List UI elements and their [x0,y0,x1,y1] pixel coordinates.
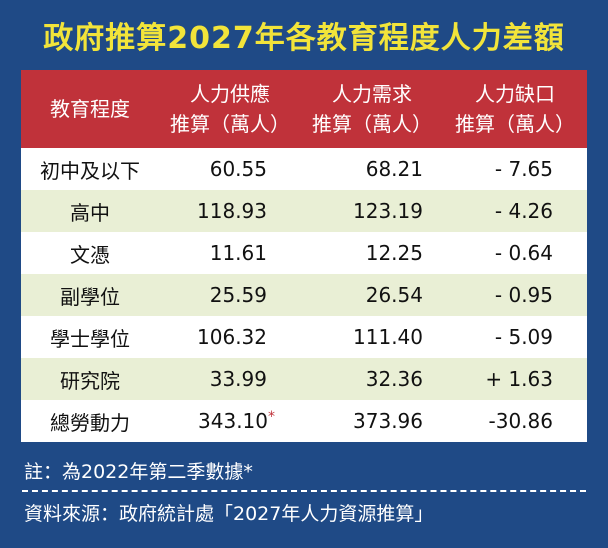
demand-cell: 373.96 [301,400,443,442]
table-row: 初中及以下 60.55 68.21 - 7.65 [21,148,587,190]
gap-cell: - 4.26 [443,190,587,232]
header-unit: 推算（萬人） [312,112,432,136]
demand-cell: 12.25 [301,232,443,274]
gap-cell: - 0.64 [443,232,587,274]
header-education-level: 教育程度 [21,70,159,148]
education-level-cell: 副學位 [21,274,159,316]
gap-cell: - 7.65 [443,148,587,190]
supply-cell: 60.55 [159,148,301,190]
chart-title: 政府推算2027年各教育程度人力差額 [43,21,565,56]
table-row: 文憑 11.61 12.25 - 0.64 [21,232,587,274]
table-row: 副學位 25.59 26.54 - 0.95 [21,274,587,316]
supply-cell: 118.93 [159,190,301,232]
gap-cell: - 5.09 [443,316,587,358]
education-level-cell: 高中 [21,190,159,232]
education-level-cell: 學士學位 [21,316,159,358]
header-label: 人力供應 [190,82,270,106]
table-row: 學士學位 106.32 111.40 - 5.09 [21,316,587,358]
header-label: 人力缺口 [475,82,555,106]
education-level-cell: 初中及以下 [21,148,159,190]
dashed-divider [22,490,586,492]
supply-cell: 11.61 [159,232,301,274]
footnote: 註：為2022年第二季數據* [24,460,253,483]
table-row: 研究院 33.99 32.36 + 1.63 [21,358,587,400]
demand-cell: 123.19 [301,190,443,232]
header-supply: 人力供應 推算（萬人） [159,70,301,148]
supply-cell: 106.32 [159,316,301,358]
demand-cell: 111.40 [301,316,443,358]
supply-cell: 25.59 [159,274,301,316]
gap-cell: -30.86 [443,400,587,442]
supply-cell: 343.10* [159,400,301,442]
demand-cell: 26.54 [301,274,443,316]
education-level-cell: 總勞動力 [21,400,159,442]
source-line: 資料來源：政府統計處「2027年人力資源推算」 [24,502,434,525]
header-demand: 人力需求 推算（萬人） [301,70,443,148]
supply-cell: 33.99 [159,358,301,400]
gap-cell: - 0.95 [443,274,587,316]
education-level-cell: 研究院 [21,358,159,400]
supply-value: 343.10 [198,409,268,433]
header-gap: 人力缺口 推算（萬人） [443,70,587,148]
gap-cell: + 1.63 [443,358,587,400]
header-label: 人力需求 [332,82,412,106]
footnote-marker: * [268,409,275,425]
table-header-row: 教育程度 人力供應 推算（萬人） 人力需求 推算（萬人） 人力缺口 推算（萬人） [21,70,587,148]
demand-cell: 32.36 [301,358,443,400]
education-level-cell: 文憑 [21,232,159,274]
manpower-table: 教育程度 人力供應 推算（萬人） 人力需求 推算（萬人） 人力缺口 推算（萬人）… [21,70,587,442]
header-unit: 推算（萬人） [455,112,575,136]
table-row: 高中 118.93 123.19 - 4.26 [21,190,587,232]
table-row-total: 總勞動力 343.10* 373.96 -30.86 [21,400,587,442]
demand-cell: 68.21 [301,148,443,190]
header-unit: 推算（萬人） [170,112,290,136]
header-label: 教育程度 [50,97,130,121]
